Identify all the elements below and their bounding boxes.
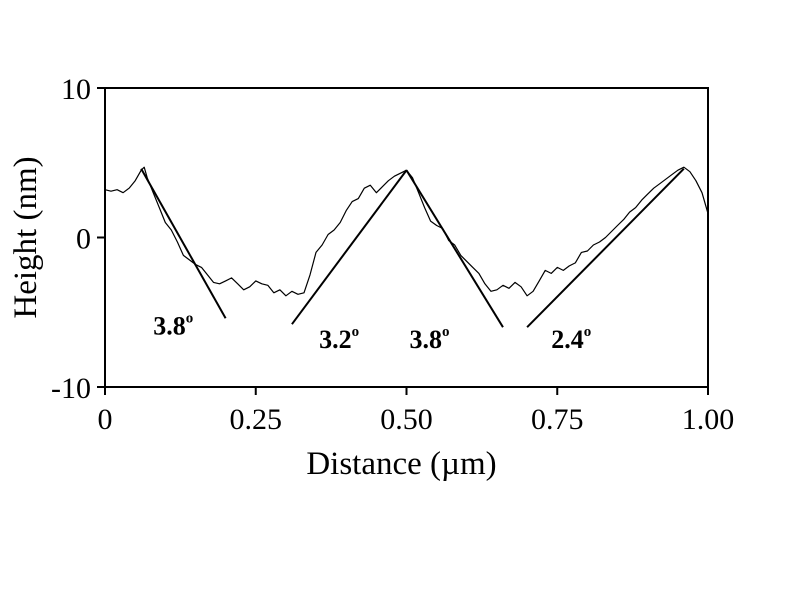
y-tick-label: 0 [76,223,91,256]
x-tick-label: 0.25 [230,403,283,436]
angle-label-2: 3.2o [319,324,359,354]
x-tick-label: 0.50 [380,403,433,436]
y-tick-label: -10 [51,372,91,405]
profile-curve-layer [104,166,709,297]
x-tick-label: 0 [98,403,113,436]
degree-symbol: o [442,324,450,340]
slope-fit-line-4 [526,168,685,328]
profile-series-line [104,166,709,297]
slope-fit-line-1 [140,168,227,319]
plot-frame [104,87,709,388]
angle-labels-layer: 3.8o 3.2o 3.8o 2.4o [153,311,591,354]
angle-label-4: 2.4o [551,324,591,354]
angle-label-3: 3.8o [410,324,450,354]
slope-fit-line-2 [291,169,408,325]
x-tick-label: 1.00 [682,403,735,436]
degree-symbol: o [584,324,592,340]
y-axis-label: Height (nm) [8,156,44,318]
slope-fit-line-3 [405,169,504,328]
degree-symbol: o [186,311,194,327]
angle-label-1: 3.8o [153,311,193,341]
y-tick-label: 10 [61,73,91,106]
fit-lines-layer [140,168,685,328]
x-tick-label: 0.75 [531,403,584,436]
x-axis-label: Distance (µm) [306,446,496,482]
degree-symbol: o [352,324,360,340]
